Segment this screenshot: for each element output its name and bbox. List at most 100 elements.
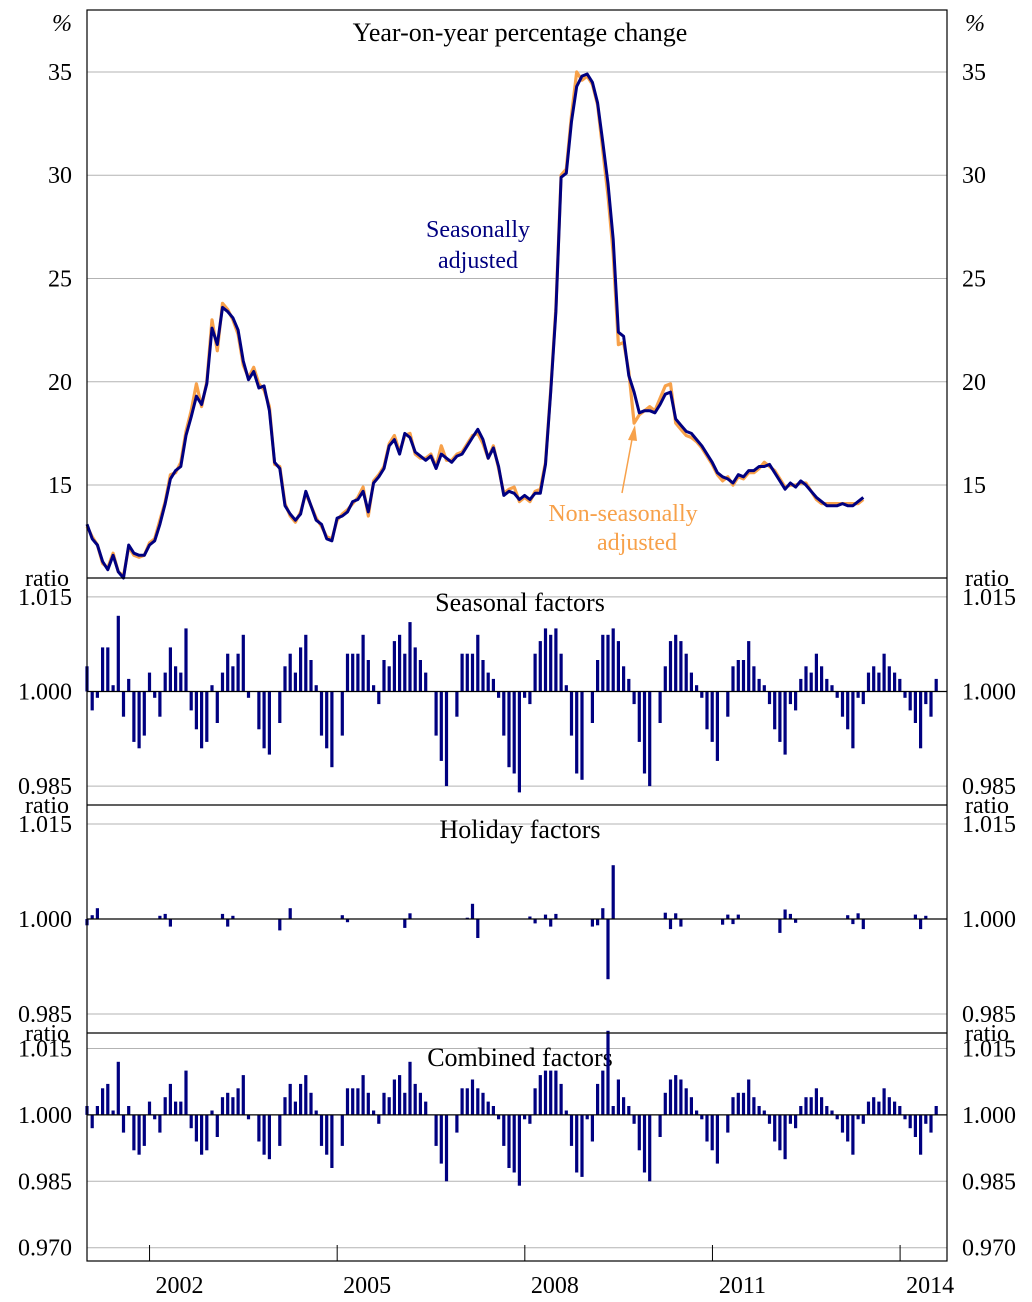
bar [908, 1114, 912, 1129]
bar [174, 666, 178, 692]
bar [387, 1097, 391, 1115]
x-tick-label: 2005 [343, 1273, 391, 1299]
y-unit-left: % [52, 11, 72, 37]
bar [611, 628, 615, 692]
bar [267, 1114, 271, 1160]
bar [512, 691, 516, 774]
bar [168, 647, 172, 692]
bar [439, 1114, 443, 1164]
bar [351, 653, 355, 692]
bar [330, 691, 334, 768]
y-tick-label-right: 25 [962, 267, 986, 293]
bar [825, 678, 829, 692]
bar [663, 666, 667, 692]
bar [403, 1092, 407, 1115]
bar [184, 1070, 188, 1115]
bar [893, 1101, 897, 1115]
bar [366, 660, 370, 692]
annotation-seasonally-adjusted: adjusted [438, 248, 518, 274]
y-tick-label-left: 35 [48, 60, 72, 86]
bar [241, 1075, 245, 1115]
bar [627, 678, 631, 692]
bar [580, 1114, 584, 1177]
bar [502, 1114, 506, 1146]
bar [215, 691, 219, 723]
bar [814, 653, 818, 692]
bar [288, 1083, 292, 1115]
y-tick-label-left: 0.985 [18, 1002, 72, 1028]
bar [543, 1070, 548, 1115]
y-tick-label-left: 1.000 [18, 907, 72, 933]
bar [481, 660, 485, 692]
bar [90, 1114, 94, 1129]
bar [585, 1114, 589, 1120]
bar [476, 634, 480, 692]
bar [403, 919, 407, 928]
bar [658, 691, 662, 723]
bar [778, 691, 782, 742]
panel-title: Holiday factors [439, 815, 600, 844]
bar [465, 917, 469, 919]
bar [403, 653, 407, 692]
bar [632, 691, 636, 705]
bar [460, 1088, 464, 1115]
bar [632, 1114, 636, 1124]
bar [372, 685, 376, 692]
bar [773, 691, 777, 730]
bar [538, 1075, 542, 1115]
bar [444, 1114, 449, 1182]
y-tick-label-right: 0.985 [962, 1002, 1016, 1028]
bar [752, 666, 756, 692]
bar [601, 1070, 605, 1115]
bar [486, 672, 490, 692]
bar [345, 1088, 350, 1115]
bar [794, 919, 798, 923]
bar [106, 647, 110, 692]
y-tick-label-left: 1.015 [18, 812, 72, 838]
bar [752, 1097, 756, 1115]
bar [606, 634, 610, 692]
bar [794, 691, 798, 711]
bar [325, 1114, 329, 1155]
bar [757, 1106, 761, 1115]
bar [246, 1114, 251, 1120]
bar [606, 919, 610, 980]
bar [924, 1114, 928, 1124]
bar [778, 1114, 782, 1151]
bar [356, 1088, 360, 1115]
bar [361, 1075, 365, 1115]
bar [434, 1114, 438, 1146]
bar [861, 691, 865, 705]
bar [174, 1101, 178, 1115]
bar [684, 653, 688, 692]
bar [622, 1097, 626, 1115]
bar [226, 1092, 230, 1115]
bar [215, 1114, 219, 1137]
y-unit-left: ratio [25, 1021, 69, 1047]
bar [319, 691, 324, 736]
y-tick-label-right: 0.985 [962, 774, 1016, 800]
bar [695, 1110, 699, 1115]
bar [872, 1097, 876, 1115]
bar [747, 641, 751, 692]
bar [491, 1106, 495, 1115]
bar [554, 913, 558, 919]
y-unit-right: ratio [965, 566, 1009, 592]
bar [856, 1114, 860, 1120]
bar [476, 1088, 480, 1115]
series-line-seasonally-adjusted [85, 72, 865, 580]
bar [439, 691, 443, 761]
bar [767, 1114, 772, 1124]
bar [288, 653, 292, 692]
bar [528, 1114, 532, 1124]
y-tick-label-right: 1.000 [962, 680, 1016, 706]
bar [866, 672, 871, 692]
bar [564, 685, 568, 692]
bar [226, 919, 230, 927]
bar [392, 641, 396, 692]
bar [418, 660, 422, 692]
bar [278, 1114, 282, 1146]
bar [783, 909, 787, 919]
bar [700, 1114, 704, 1120]
bar [684, 1088, 688, 1115]
